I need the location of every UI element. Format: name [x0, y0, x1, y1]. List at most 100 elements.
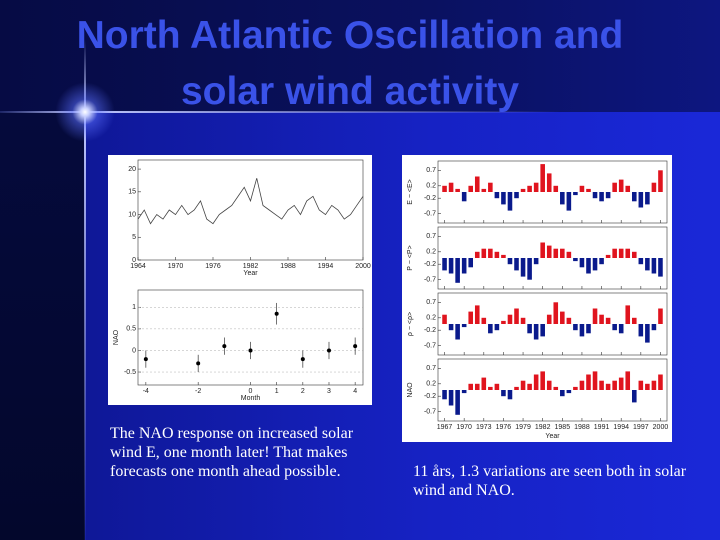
bar	[494, 324, 500, 331]
bar	[527, 258, 532, 280]
x-tick-label: 1994	[613, 424, 629, 431]
bar	[560, 192, 565, 205]
bar	[573, 258, 578, 262]
point	[196, 361, 201, 366]
bar	[468, 383, 474, 390]
bar	[514, 386, 519, 390]
y-tick-label: 0.7	[426, 365, 436, 372]
bar	[448, 324, 454, 331]
y-tick-label: -0.2	[424, 327, 436, 334]
bar	[501, 320, 506, 324]
bar	[625, 185, 631, 192]
point	[326, 348, 331, 353]
bar	[625, 305, 631, 324]
bar	[605, 317, 611, 324]
y-tick-label: 0	[132, 347, 136, 354]
bar	[474, 383, 480, 390]
bar	[533, 258, 539, 265]
bar	[481, 317, 487, 324]
bar	[488, 324, 493, 334]
x-tick-label: 2000	[653, 424, 669, 431]
y-axis-label: NAO	[407, 382, 414, 398]
y-tick-label: 0.7	[426, 299, 436, 306]
bar	[527, 185, 532, 192]
plot-frame	[437, 226, 668, 290]
bar	[586, 258, 591, 274]
bar	[573, 386, 578, 390]
figure: -0.7 -0.2 0.2 0.7 E − <E> -0.7 -0.2 0.2 0.7 P − <…	[402, 155, 672, 442]
y-tick-label: 0	[132, 257, 136, 264]
x-tick-label: 1985	[555, 424, 571, 431]
y-tick-label: 0.5	[126, 326, 136, 333]
bar	[527, 324, 532, 334]
bar	[592, 192, 598, 199]
bar	[599, 192, 604, 202]
x-tick-label: 1970	[168, 263, 184, 270]
bar	[631, 251, 637, 258]
flare-line	[84, 40, 86, 540]
point	[143, 357, 148, 362]
bar	[507, 314, 513, 324]
bar	[586, 188, 591, 192]
bar	[468, 258, 474, 268]
bar	[488, 386, 493, 390]
y-tick-label: -0.2	[424, 195, 436, 202]
bar	[527, 383, 532, 390]
bar	[651, 380, 657, 390]
bar	[592, 258, 598, 271]
bar	[566, 390, 572, 394]
bar	[468, 311, 474, 324]
bar	[501, 390, 506, 397]
bar	[612, 182, 617, 192]
x-tick-label: 1	[275, 388, 279, 395]
bar	[645, 324, 650, 343]
x-axis-label: Year	[545, 433, 560, 440]
x-tick-label: 1988	[574, 424, 590, 431]
bar	[645, 192, 650, 205]
caption: 11 års, 1.3 variations are seen both in …	[413, 463, 687, 499]
bar	[618, 179, 624, 192]
bar	[618, 377, 624, 390]
bar	[455, 324, 460, 340]
bar	[658, 374, 663, 390]
bar	[553, 386, 559, 390]
bar	[540, 371, 545, 390]
bar	[553, 248, 559, 258]
bar	[579, 258, 585, 268]
bar	[586, 374, 591, 390]
bar	[461, 258, 467, 274]
bar	[573, 192, 578, 196]
x-tick-label: 1991	[594, 424, 610, 431]
bar	[573, 324, 578, 331]
y-tick-label: -0.5	[124, 369, 136, 376]
bar	[631, 317, 637, 324]
bar	[461, 324, 467, 328]
bar	[461, 192, 467, 202]
point	[274, 311, 279, 316]
bar	[546, 314, 552, 324]
bar	[592, 371, 598, 390]
bar	[546, 173, 552, 192]
bar	[618, 324, 624, 334]
bar	[468, 185, 474, 192]
title-band	[0, 0, 720, 112]
y-axis-label: E − <E>	[407, 179, 414, 205]
x-tick-label: 1976	[205, 263, 221, 270]
y-axis-label: ρ − <ρ>	[407, 312, 414, 336]
bar	[612, 380, 617, 390]
bar	[586, 324, 591, 334]
bar	[494, 383, 500, 390]
bar	[481, 377, 487, 390]
bar	[514, 258, 519, 271]
y-tick-label: -0.7	[424, 277, 436, 284]
y-tick-label: 15	[128, 189, 136, 196]
side-strip	[0, 112, 85, 540]
bar	[638, 192, 644, 208]
bar	[605, 254, 611, 258]
bar	[494, 251, 500, 258]
x-tick-label: 2000	[355, 263, 371, 270]
bar	[625, 248, 631, 258]
bar	[658, 308, 663, 324]
bar	[533, 324, 539, 340]
bar	[638, 380, 644, 390]
